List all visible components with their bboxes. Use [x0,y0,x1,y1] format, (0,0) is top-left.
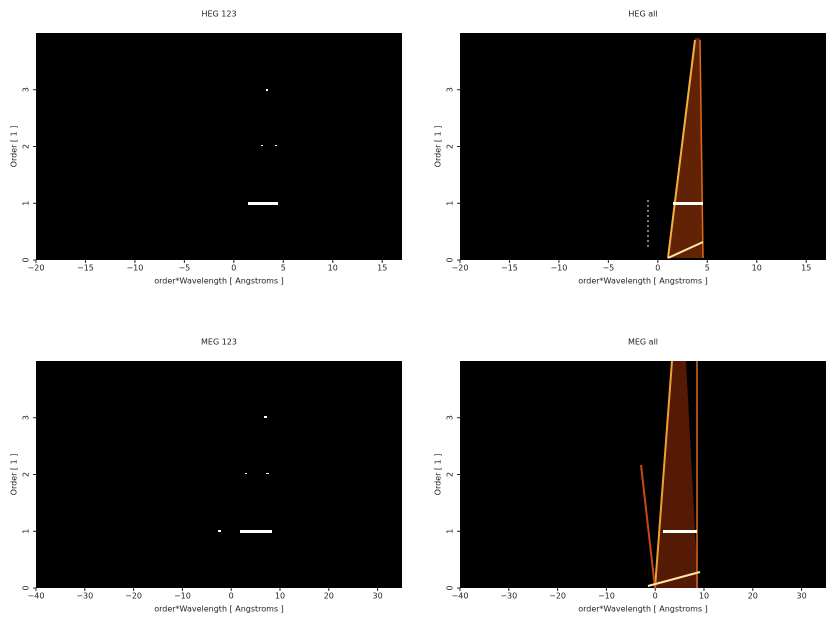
y-axis-label: Order [ 1 ] [434,454,443,496]
chart-title: HEG 123 [201,10,236,19]
y-tick-label: 1 [446,529,455,534]
x-tick-label: 10 [752,264,762,273]
x-tick-label: 5 [281,264,286,273]
x-axis-label: order*Wavelength [ Angstroms ] [578,277,708,286]
image-content [218,38,704,589]
x-tick-label: 0 [655,264,660,273]
x-tick-label: 0 [653,592,658,601]
y-tick-label: 3 [446,415,455,420]
x-axis-label: order*Wavelength [ Angstroms ] [154,277,284,286]
x-tick-label: −10 [174,592,191,601]
x-tick-label: −10 [598,592,615,601]
y-tick-label: 0 [22,585,31,590]
y-axis-label: Order [ 1 ] [10,454,19,496]
x-tick-label: −15 [501,264,518,273]
y-tick-label: 0 [446,257,455,262]
y-tick-label: 1 [22,201,31,206]
y-tick-label: 2 [22,144,31,149]
x-tick-label: 30 [373,592,383,601]
x-tick-label: −20 [452,264,469,273]
x-tick-label: −20 [125,592,142,601]
y-tick-label: 1 [446,201,455,206]
x-tick-label: −15 [77,264,94,273]
x-tick-label: 15 [801,264,811,273]
y-tick-label: 3 [22,415,31,420]
y-axis-label: Order [ 1 ] [10,126,19,168]
x-tick-label: −40 [452,592,469,601]
x-tick-label: −40 [28,592,45,601]
plot-area [36,33,402,260]
chart-title: MEG all [628,338,658,347]
y-tick-label: 3 [22,87,31,92]
x-tick-label: −5 [178,264,190,273]
x-tick-label: −10 [550,264,567,273]
x-tick-label: −5 [602,264,614,273]
chart-title: HEG all [628,10,657,19]
y-axis-label: Order [ 1 ] [434,126,443,168]
x-tick-label: −20 [28,264,45,273]
x-tick-label: −30 [500,592,517,601]
y-tick-label: 0 [22,257,31,262]
x-tick-label: 5 [705,264,710,273]
chart-title: MEG 123 [201,338,237,347]
x-tick-label: 30 [797,592,807,601]
x-tick-label: 15 [377,264,387,273]
x-tick-label: −10 [126,264,143,273]
x-tick-label: 0 [229,592,234,601]
x-tick-label: 20 [324,592,334,601]
x-tick-label: 10 [275,592,285,601]
x-axis-label: order*Wavelength [ Angstroms ] [578,605,708,614]
y-tick-label: 2 [22,472,31,477]
x-axis-label: order*Wavelength [ Angstroms ] [154,605,284,614]
y-tick-label: 2 [446,472,455,477]
x-tick-label: 10 [699,592,709,601]
x-tick-label: 0 [231,264,236,273]
x-tick-label: 20 [748,592,758,601]
y-tick-label: 3 [446,87,455,92]
x-tick-label: 10 [328,264,338,273]
y-tick-label: 1 [22,529,31,534]
x-tick-label: −20 [549,592,566,601]
y-tick-label: 2 [446,144,455,149]
x-tick-label: −30 [76,592,93,601]
y-tick-label: 0 [446,585,455,590]
plot-area [460,33,826,260]
plot-area [36,361,402,588]
